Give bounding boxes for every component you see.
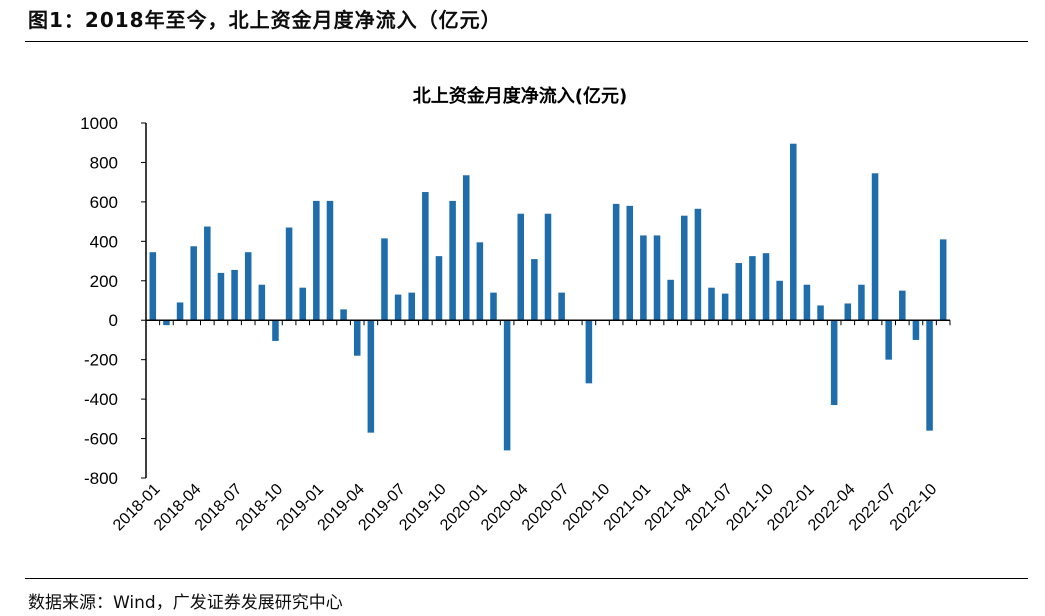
bar-2022-04 <box>844 303 852 321</box>
bar-2021-07 <box>721 293 729 321</box>
y-tick-label: 200 <box>90 272 118 291</box>
bar-2022-10 <box>926 320 933 431</box>
bottom-rule <box>25 578 1028 579</box>
bar-2019-01 <box>313 200 320 321</box>
bar-2020-03 <box>503 320 511 451</box>
bar-2022-08 <box>899 290 906 321</box>
bar-2021-05 <box>694 208 702 321</box>
bar-2020-02 <box>490 292 497 321</box>
bar-2021-09 <box>749 256 756 321</box>
y-tick-label: -400 <box>84 390 118 409</box>
bar-2022-07 <box>885 320 892 360</box>
bar-2020-12 <box>626 205 634 321</box>
bar-2021-08 <box>735 263 743 321</box>
bar-2019-06 <box>381 238 388 321</box>
bar-2022-05 <box>858 284 865 321</box>
bar-2021-04 <box>681 215 688 321</box>
bar-2019-02 <box>326 200 334 321</box>
bar-2018-03 <box>176 302 184 321</box>
bar-2019-05 <box>367 320 375 433</box>
bar-2018-02 <box>163 320 170 326</box>
bar-2021-06 <box>708 287 715 321</box>
y-tick-label: 0 <box>109 311 118 330</box>
bar-2022-03 <box>830 320 838 406</box>
bar-2019-12 <box>462 175 470 321</box>
bar-2020-06 <box>544 213 552 321</box>
y-tick-label: 1000 <box>80 114 118 133</box>
chart-title: 北上资金月度净流入(亿元) <box>413 85 627 107</box>
bar-2018-04 <box>190 246 197 321</box>
bar-2018-01 <box>149 252 157 321</box>
bar-2020-11 <box>612 203 620 321</box>
source-note: 数据来源：Wind，广发证券发展研究中心 <box>28 593 343 613</box>
bar-2018-10 <box>272 320 279 341</box>
bar-2020-04 <box>517 213 525 321</box>
bar-2019-08 <box>408 292 415 321</box>
bar-2021-11 <box>776 280 783 321</box>
y-tick-label: -800 <box>84 469 118 488</box>
bar-2019-11 <box>449 200 456 321</box>
bar-2019-09 <box>422 192 429 321</box>
bar-2021-03 <box>667 279 674 321</box>
bar-2019-10 <box>435 256 443 321</box>
bar-2018-05 <box>204 226 211 321</box>
bar-2020-09 <box>585 320 593 384</box>
bar-2018-06 <box>217 272 225 321</box>
bar-2022-01 <box>803 284 811 321</box>
bar-2022-09 <box>912 320 920 340</box>
bar-2022-06 <box>871 173 879 321</box>
bar-2018-08 <box>244 252 252 321</box>
bar-2021-12 <box>790 143 797 321</box>
bar-2020-07 <box>558 292 565 321</box>
y-tick-label: 600 <box>90 193 118 212</box>
top-rule <box>25 41 1028 42</box>
bar-2018-11 <box>285 227 293 321</box>
bar-2022-11 <box>939 239 947 321</box>
bar-2020-01 <box>476 242 484 321</box>
bar-2019-07 <box>394 294 402 321</box>
y-tick-label: -200 <box>84 351 118 370</box>
bar-2018-07 <box>231 269 238 321</box>
y-tick-label: 400 <box>90 232 118 251</box>
bar-2022-02 <box>817 305 824 321</box>
bar-2020-05 <box>531 259 538 321</box>
bar-2019-03 <box>340 309 347 321</box>
bar-2019-04 <box>353 320 361 356</box>
y-tick-label: 800 <box>90 153 118 172</box>
bar-2021-01 <box>640 235 647 321</box>
bar-2018-09 <box>258 284 266 321</box>
bar-2021-10 <box>762 253 770 321</box>
bar-2021-02 <box>653 235 661 321</box>
figure-title: 图1：2018年至今，北上资金月度净流入（亿元） <box>28 8 502 32</box>
bar-2018-12 <box>299 287 306 321</box>
y-tick-label: -600 <box>84 430 118 449</box>
